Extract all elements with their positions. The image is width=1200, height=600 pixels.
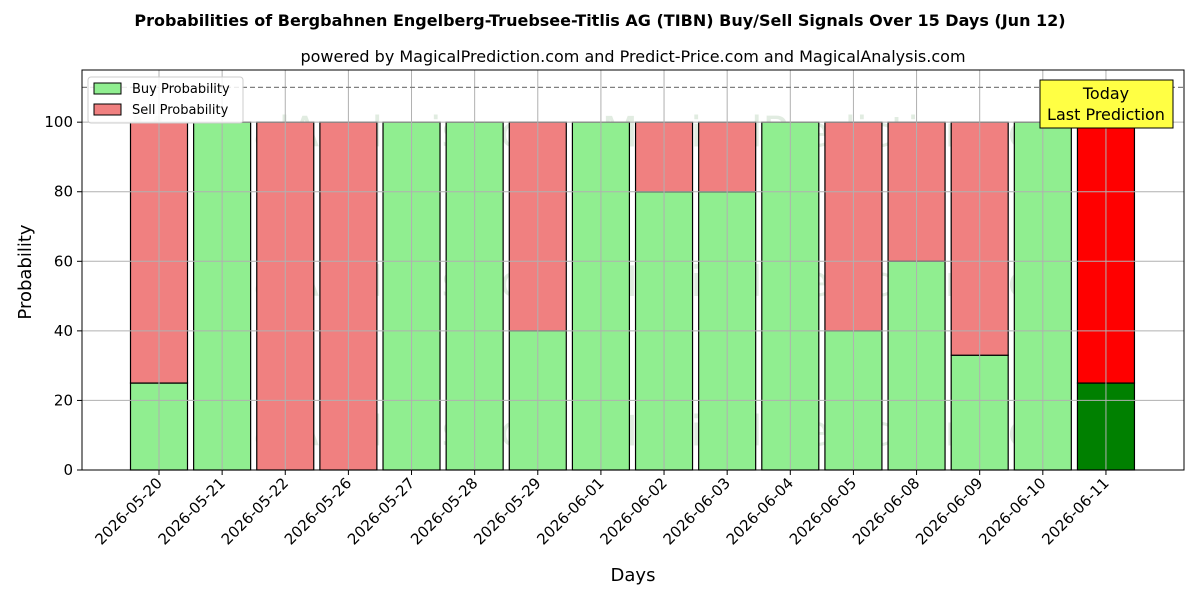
x-tick-label: 2026-06-08 xyxy=(849,474,923,548)
plot-area: MagicalAnalysis.comMagicalPrediction.com… xyxy=(44,69,1185,548)
y-tick-label: 40 xyxy=(54,322,73,340)
annotation-text: Last Prediction xyxy=(1047,105,1165,124)
legend-label: Buy Probability xyxy=(132,82,230,97)
x-tick-label: 2026-06-10 xyxy=(975,474,1049,548)
x-tick-label: 2026-05-26 xyxy=(281,474,355,548)
y-tick-label: 80 xyxy=(54,183,73,201)
x-tick-label: 2026-05-29 xyxy=(470,474,544,548)
axes-frame xyxy=(81,69,1185,471)
x-tick-label: 2026-06-09 xyxy=(912,474,986,548)
y-axis-label: Probability xyxy=(15,224,36,319)
legend-box xyxy=(87,76,244,124)
y-tick-label: 60 xyxy=(54,252,73,270)
x-tick-label: 2026-05-20 xyxy=(91,474,165,548)
legend: Buy Probability Sell Probability xyxy=(87,76,244,124)
x-tick-label: 2026-05-28 xyxy=(407,474,481,548)
x-tick-label: 2026-06-04 xyxy=(723,474,797,548)
legend-swatch xyxy=(93,82,122,95)
annotation-text: Today xyxy=(1082,84,1129,103)
chart-title: Probabilities of Bergbahnen Engelberg-Tr… xyxy=(134,11,1065,30)
annotation-box xyxy=(1039,79,1174,129)
y-tick-label: 100 xyxy=(44,113,73,131)
chart-subtitle: powered by MagicalPrediction.com and Pre… xyxy=(300,47,965,66)
x-tick-label: 2026-05-27 xyxy=(344,474,418,548)
x-tick-label: 2026-06-01 xyxy=(533,474,607,548)
x-tick-label: 2026-05-21 xyxy=(155,474,229,548)
x-tick-label: 2026-06-11 xyxy=(1038,474,1112,548)
x-tick-label: 2026-06-03 xyxy=(660,474,734,548)
y-tick-label: 0 xyxy=(63,461,73,479)
y-tick-label: 20 xyxy=(54,391,73,409)
x-tick-label: 2026-06-05 xyxy=(786,474,860,548)
legend-swatch xyxy=(93,103,122,116)
legend-label: Sell Probability xyxy=(132,103,229,118)
today-annotation: Today Last Prediction xyxy=(1039,79,1174,129)
x-axis-label: Days xyxy=(611,565,656,586)
x-tick-label: 2026-05-22 xyxy=(218,474,292,548)
x-tick-label: 2026-06-02 xyxy=(596,474,670,548)
